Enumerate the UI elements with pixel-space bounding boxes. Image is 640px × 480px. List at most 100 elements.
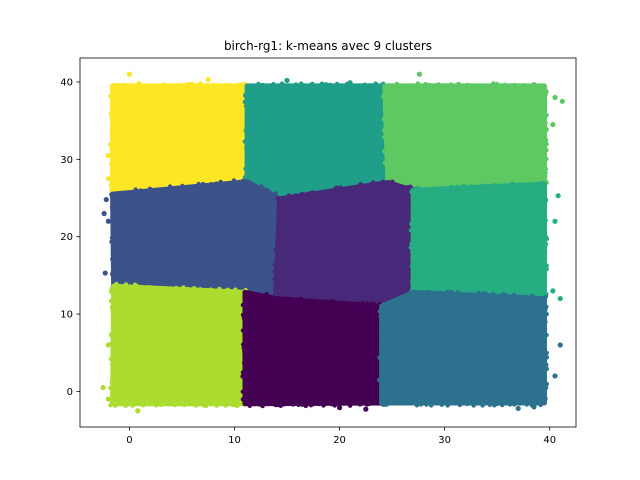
edge-point (299, 85, 304, 90)
edge-point (456, 81, 461, 87)
edge-point (229, 84, 235, 90)
edge-point (327, 300, 332, 305)
edge-point (130, 403, 135, 408)
edge-point (397, 83, 402, 88)
edge-point (180, 399, 185, 404)
edge-point (381, 94, 386, 99)
edge-point (409, 221, 414, 226)
edge-point (539, 384, 545, 389)
edge-point (240, 342, 246, 347)
edge-point (222, 82, 227, 88)
edge-point (356, 186, 361, 191)
edge-point (163, 188, 168, 193)
edge-point (387, 84, 393, 89)
edge-point (541, 212, 546, 217)
edge-point (412, 276, 417, 282)
edge-point (420, 86, 425, 91)
edge-point (112, 210, 118, 215)
edge-point (242, 396, 247, 402)
plot-area (100, 71, 565, 414)
edge-point (225, 183, 230, 188)
edge-point (112, 395, 118, 401)
edge-point (540, 341, 545, 346)
edge-point (286, 193, 291, 198)
edge-point (540, 84, 545, 89)
edge-point (543, 166, 549, 172)
edge-point (540, 111, 546, 117)
edge-point (304, 85, 309, 90)
edge-point (540, 280, 545, 285)
edge-point (185, 402, 191, 407)
edge-point (524, 402, 530, 407)
edge-point (131, 286, 136, 291)
edge-point (141, 285, 146, 290)
edge-point (370, 180, 376, 185)
edge-point (226, 83, 231, 88)
y-tick-label: 20 (60, 232, 73, 243)
edge-point (182, 402, 187, 408)
edge-point (315, 300, 320, 305)
edge-point (222, 290, 227, 295)
edge-point (245, 309, 250, 315)
edge-point (483, 183, 488, 188)
edge-point (148, 285, 154, 290)
outlier-point (105, 176, 111, 182)
edge-point (535, 297, 541, 302)
edge-point (251, 185, 257, 190)
edge-point (214, 403, 219, 408)
edge-point (189, 81, 195, 87)
edge-point (110, 213, 115, 219)
edge-point (306, 192, 312, 197)
edge-point (138, 188, 143, 193)
edge-point (208, 287, 213, 292)
edge-point (522, 294, 528, 300)
edge-point (245, 144, 250, 149)
edge-point (246, 97, 252, 103)
edge-point (379, 341, 384, 347)
y-tick-label: 0 (67, 387, 73, 398)
edge-point (273, 402, 278, 408)
cluster-body (382, 83, 547, 193)
edge-point (177, 288, 183, 294)
edge-point (357, 402, 363, 407)
outlier-point (550, 121, 556, 128)
edge-point (185, 286, 190, 292)
edge-point (151, 401, 156, 406)
edge-point (265, 399, 270, 404)
edge-point (158, 188, 163, 193)
edge-point (230, 402, 236, 408)
outlier-point (135, 408, 141, 414)
outlier-point (111, 94, 117, 101)
edge-point (240, 374, 245, 379)
edge-point (386, 175, 392, 180)
edge-point (535, 182, 540, 187)
edge-point (544, 385, 549, 390)
edge-point (426, 289, 431, 295)
edge-point (517, 182, 523, 187)
edge-point (541, 276, 547, 281)
edge-point (255, 295, 261, 300)
edge-point (207, 400, 212, 405)
edge-point (541, 260, 546, 266)
outlier-point (205, 77, 211, 83)
edge-point (438, 400, 443, 405)
edge-point (113, 325, 118, 330)
edge-point (537, 400, 542, 406)
edge-point (277, 220, 282, 225)
cluster-body (242, 289, 385, 407)
edge-point (211, 82, 216, 88)
edge-point (385, 180, 391, 185)
edge-point (542, 151, 547, 157)
edge-point (373, 81, 378, 86)
edge-point (418, 402, 424, 407)
x-tick-label: 0 (126, 435, 132, 446)
cluster-9 (377, 289, 563, 412)
cluster-body (110, 179, 283, 302)
edge-point (380, 179, 385, 185)
edge-point (507, 402, 513, 407)
edge-point (215, 399, 220, 404)
edge-point (287, 399, 292, 405)
edge-point (481, 83, 487, 89)
edge-point (109, 187, 114, 192)
edge-point (380, 306, 385, 311)
